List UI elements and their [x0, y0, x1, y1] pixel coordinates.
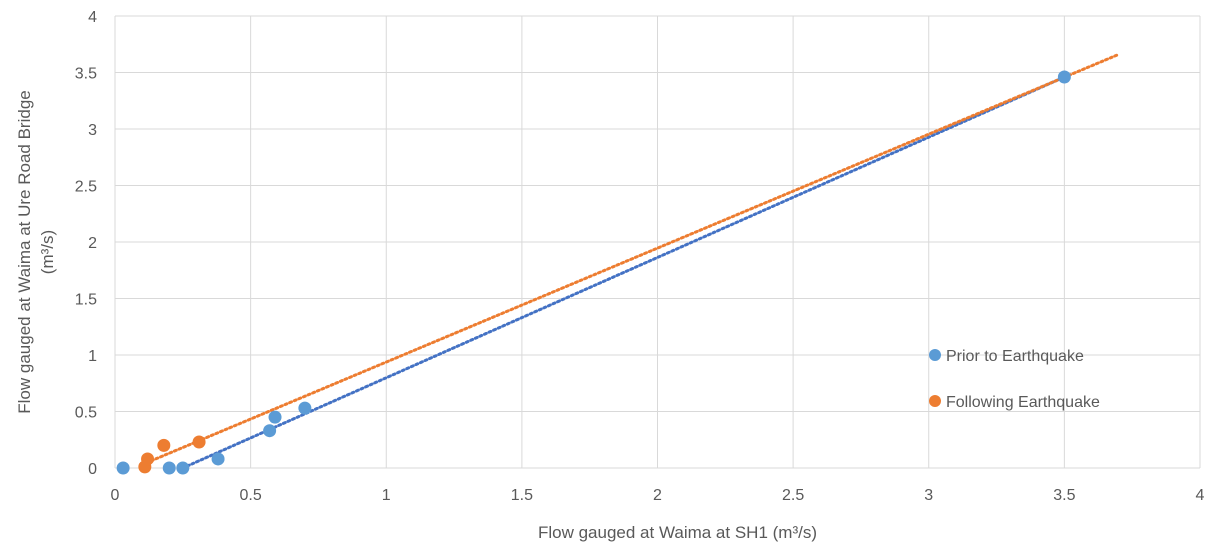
legend-label-prior: Prior to Earthquake — [946, 348, 1084, 365]
y-tick-label: 0.5 — [75, 405, 97, 422]
y-tick-label: 1.5 — [75, 292, 97, 309]
y-tick-label: 0 — [88, 461, 97, 478]
y-tick-label: 1 — [88, 348, 97, 365]
grid-lines — [114, 15, 1201, 469]
x-tick-label: 1 — [382, 487, 391, 504]
data-point-prior — [268, 410, 282, 424]
y-tick-label: 2.5 — [75, 179, 97, 196]
y-tick-label: 3.5 — [75, 66, 97, 83]
y-axis-title-line-1: Flow gauged at Waima at Ure Road Bridge — [15, 90, 34, 413]
x-tick-label: 0 — [111, 487, 120, 504]
x-tick-labels: 0 0.5 1 1.5 2 2.5 3 3.5 4 — [111, 487, 1205, 504]
legend-marker-following — [929, 395, 941, 407]
trendline-following — [140, 52, 1121, 467]
x-tick-label: 2 — [653, 487, 662, 504]
y-tick-label: 4 — [88, 9, 97, 26]
x-tick-label: 2.5 — [782, 487, 804, 504]
legend-marker-prior — [929, 349, 941, 361]
data-point-prior — [211, 452, 225, 466]
y-axis-title: Flow gauged at Waima at Ure Road Bridge … — [15, 90, 57, 413]
data-points — [116, 70, 1071, 475]
legend-label-following: Following Earthquake — [946, 394, 1100, 411]
x-axis-title: Flow gauged at Waima at SH1 (m³/s) — [538, 523, 817, 542]
x-tick-label: 0.5 — [240, 487, 262, 504]
data-point-prior — [116, 461, 130, 475]
legend: Prior to Earthquake Following Earthquake — [929, 348, 1100, 411]
trendlines — [140, 52, 1121, 470]
x-tick-label: 3.5 — [1053, 487, 1075, 504]
x-tick-label: 1.5 — [511, 487, 533, 504]
data-point-prior — [263, 424, 277, 438]
y-axis-title-line-2: (m³/s) — [38, 230, 57, 274]
data-point-following — [141, 452, 155, 466]
x-tick-label: 3 — [924, 487, 933, 504]
data-point-prior — [176, 461, 190, 475]
data-point-following — [157, 438, 171, 452]
y-tick-labels: 0 0.5 1 1.5 2 2.5 3 3.5 4 — [75, 9, 97, 478]
data-point-prior — [162, 461, 176, 475]
data-point-following — [192, 435, 206, 449]
y-tick-label: 2 — [88, 235, 97, 252]
y-tick-label: 3 — [88, 122, 97, 139]
data-point-prior — [298, 401, 312, 415]
trendline-prior — [181, 75, 1066, 470]
x-tick-label: 4 — [1196, 487, 1205, 504]
data-point-prior — [1057, 70, 1071, 84]
